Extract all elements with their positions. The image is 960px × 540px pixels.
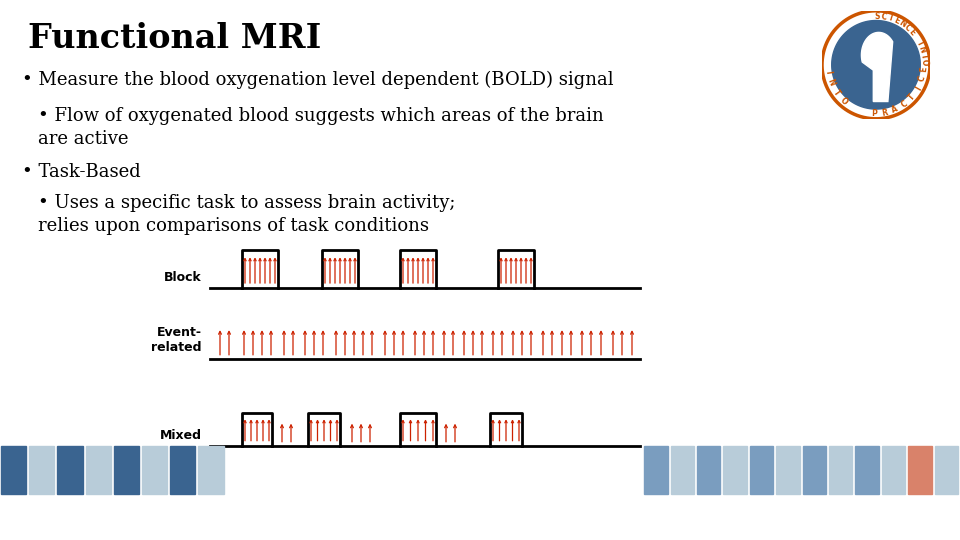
Text: I: I — [915, 40, 924, 46]
Text: • Task-Based: • Task-Based — [22, 163, 141, 181]
Text: E: E — [920, 66, 929, 72]
Text: R: R — [881, 107, 889, 118]
Text: T: T — [831, 88, 841, 97]
Text: E: E — [907, 28, 917, 37]
Text: I: I — [887, 14, 893, 23]
Text: S: S — [875, 12, 879, 21]
Text: I: I — [914, 85, 923, 92]
Text: N: N — [917, 45, 927, 54]
Text: SCCAP53.org: SCCAP53.org — [185, 505, 295, 524]
Text: T: T — [907, 92, 918, 102]
Text: C: C — [900, 99, 909, 110]
Text: Block: Block — [164, 271, 202, 284]
Text: T: T — [919, 52, 928, 59]
Text: effectivechildtherapy.org: effectivechildtherapy.org — [568, 505, 776, 524]
Text: Functional MRI: Functional MRI — [28, 22, 322, 55]
Text: C: C — [918, 75, 927, 83]
Text: N: N — [897, 18, 907, 29]
Text: • Uses a specific task to assess brain activity;
relies upon comparisons of task: • Uses a specific task to assess brain a… — [38, 193, 455, 235]
Text: • Measure the blood oxygenation level dependent (BOLD) signal: • Measure the blood oxygenation level de… — [22, 71, 613, 89]
Text: • Flow of oxygenated blood suggests which areas of the brain
are active: • Flow of oxygenated blood suggests whic… — [38, 106, 604, 148]
Text: I: I — [824, 70, 832, 74]
Text: P: P — [872, 109, 877, 118]
Text: O: O — [838, 96, 849, 106]
Text: A: A — [891, 104, 900, 115]
Text: O: O — [920, 59, 929, 66]
Text: E: E — [892, 16, 900, 26]
Text: C: C — [880, 12, 887, 22]
Text: C: C — [902, 23, 912, 33]
Text: Event-
related: Event- related — [152, 326, 202, 354]
Polygon shape — [822, 11, 930, 119]
Text: Mixed: Mixed — [160, 429, 202, 442]
Polygon shape — [861, 32, 893, 102]
Text: N: N — [826, 78, 836, 87]
Polygon shape — [831, 21, 921, 109]
